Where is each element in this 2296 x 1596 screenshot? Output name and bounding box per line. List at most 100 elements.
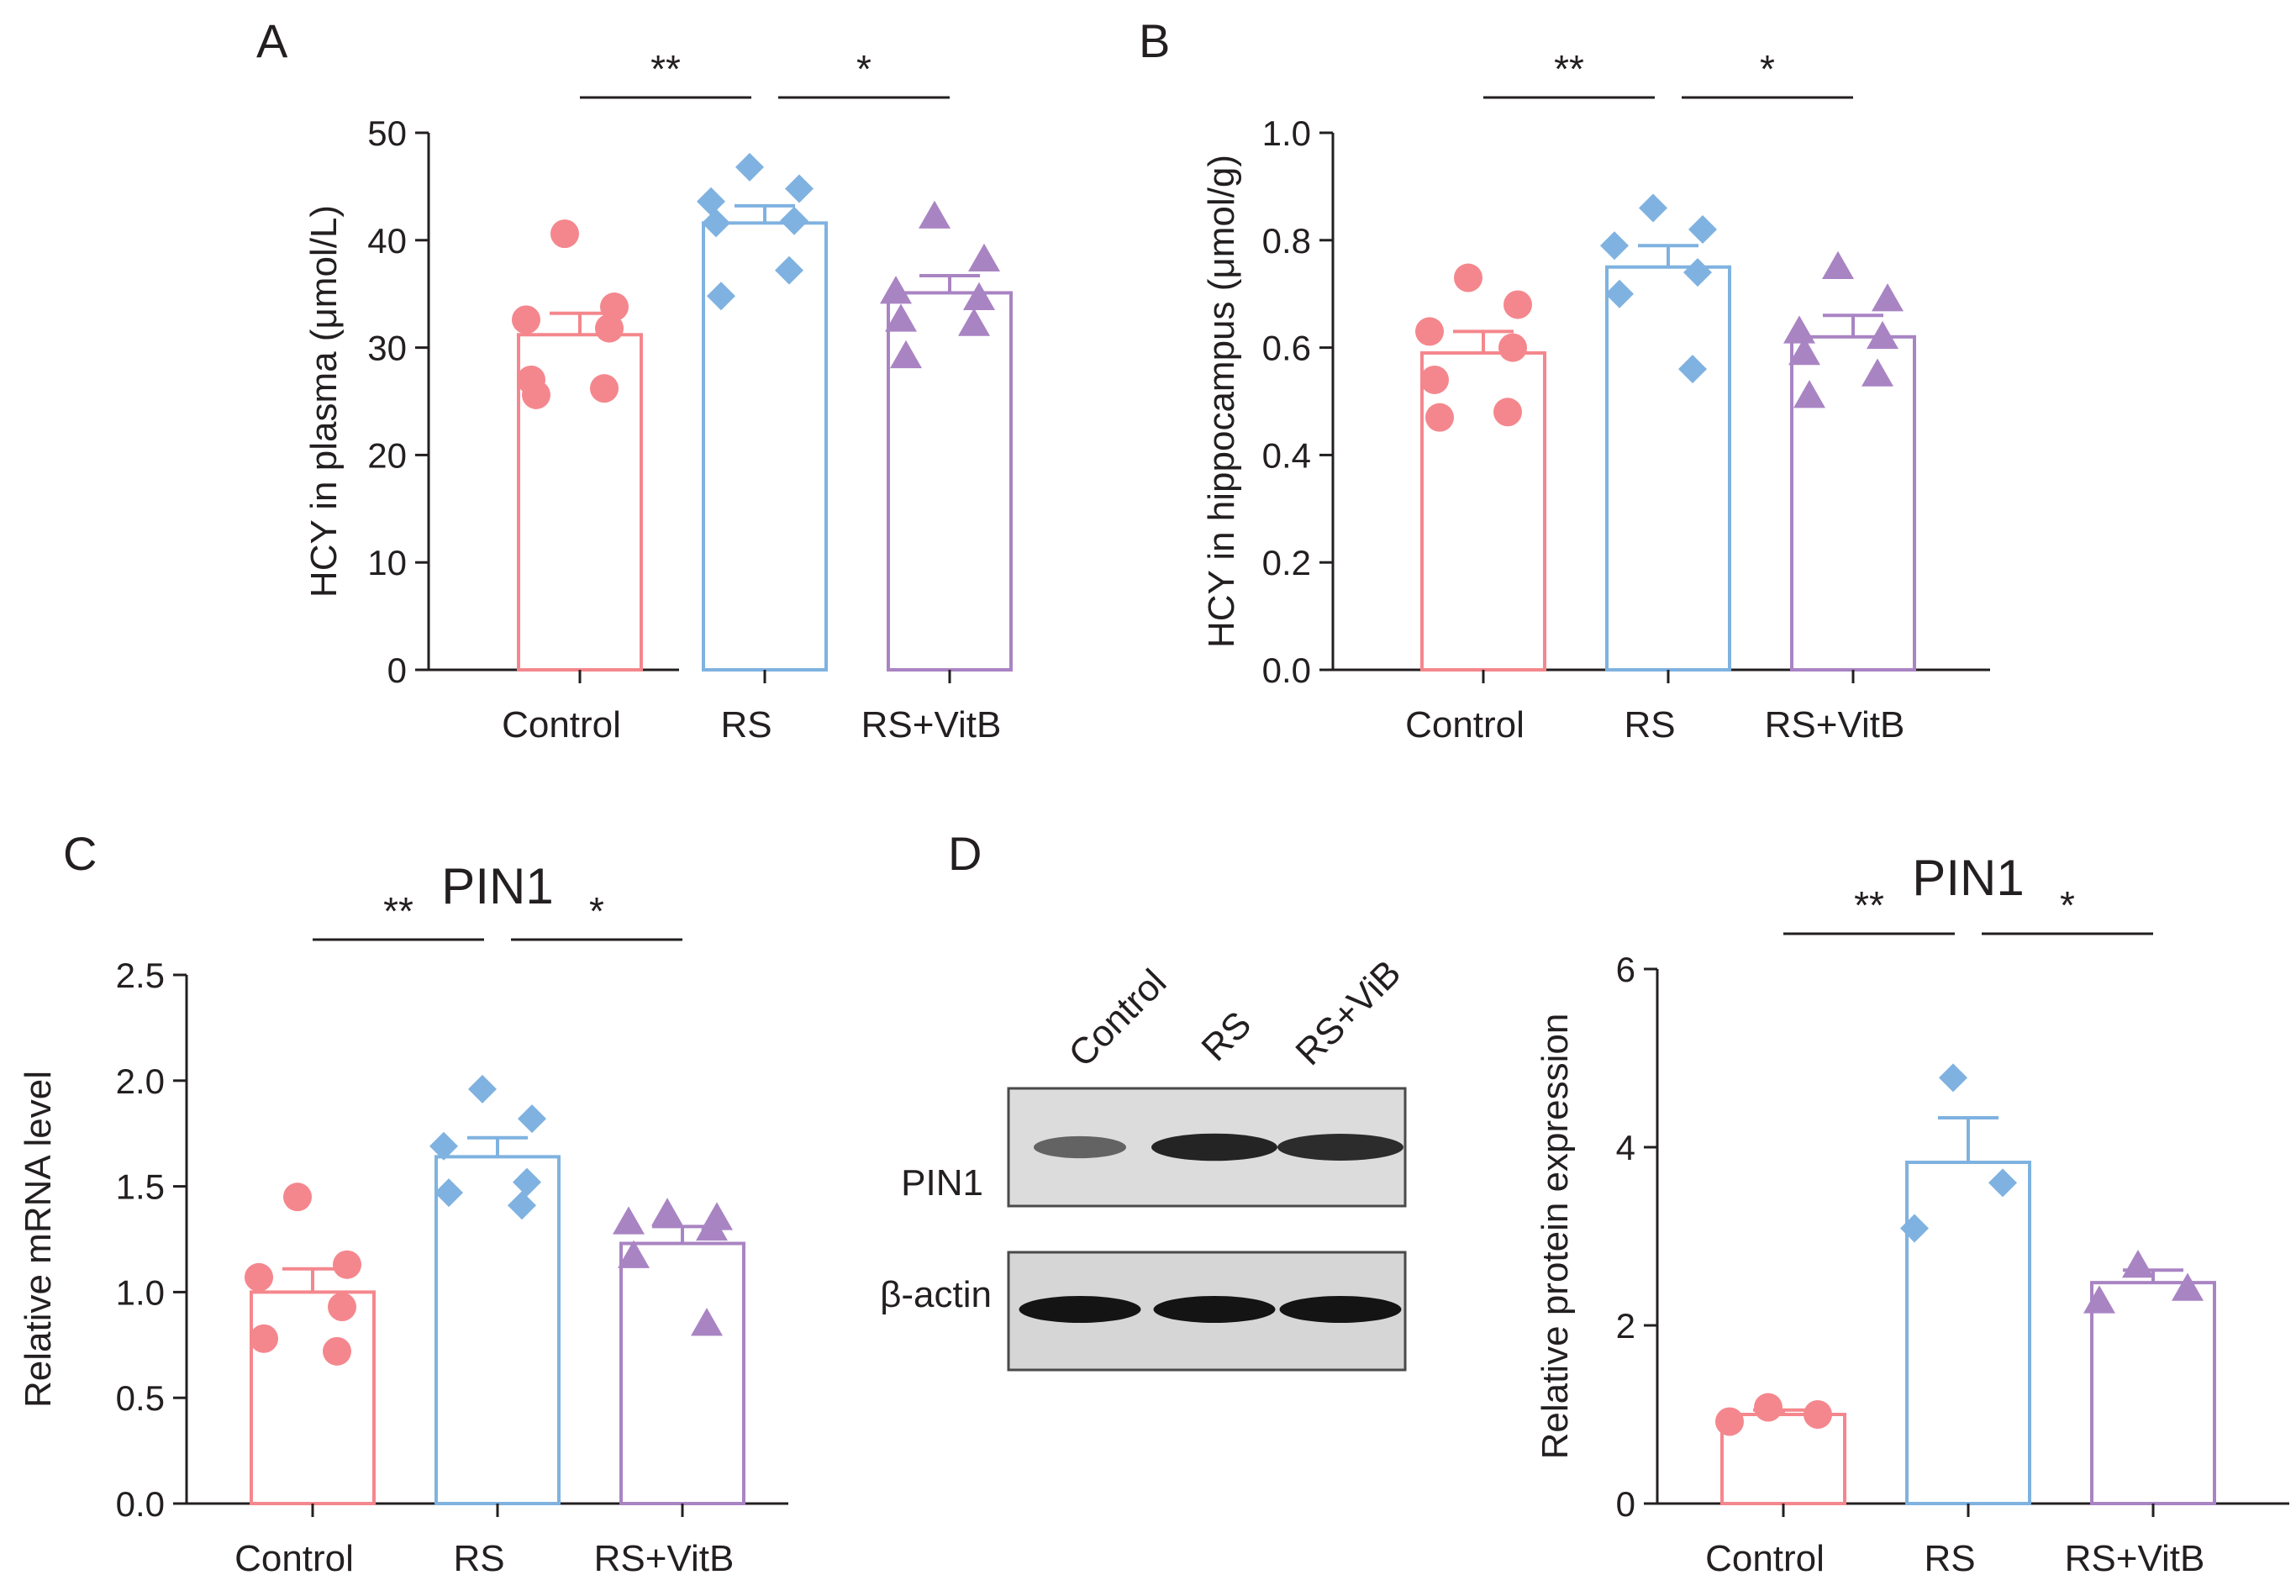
panel-label-b: B	[1139, 14, 1170, 67]
chart-c-sig-label-1: *	[589, 889, 604, 933]
blot-band-pin1-rsvitb	[1277, 1134, 1403, 1161]
chart-b-point-rs	[1678, 355, 1707, 384]
chart-c-point-rs	[508, 1191, 536, 1220]
chart-c-point-rs	[429, 1131, 458, 1161]
chart-d-point-rs	[1939, 1063, 1967, 1093]
chart-c-ylabel: Relative mRNA level	[18, 1071, 59, 1408]
chart-a-point-rsvitb	[919, 200, 951, 229]
chart-c-point-control	[323, 1336, 351, 1366]
chart-c-point-rs	[518, 1104, 546, 1134]
chart-a-point-control	[595, 313, 624, 343]
chart-c-point-rs	[513, 1167, 541, 1197]
panel-label-c: C	[63, 827, 97, 880]
blot-lane-label-rs: RS	[1193, 1003, 1259, 1069]
chart-a-point-rs	[697, 187, 725, 216]
chart-d-sig-label-1: *	[2060, 883, 2075, 927]
blot-band-beta-actin-rs	[1153, 1296, 1276, 1323]
chart-b-ytick-label: 0.4	[1262, 435, 1311, 475]
chart-b-point-control	[1454, 263, 1482, 292]
chart-b-point-rsvitb	[1822, 250, 1854, 279]
chart-b-point-control	[1425, 403, 1454, 432]
chart-a-point-control	[600, 292, 629, 322]
chart-a-point-rs	[775, 255, 803, 285]
chart-b-point-rsvitb	[1793, 380, 1825, 408]
chart-c-xtick-label-rsvitb: RS+VitB	[594, 1538, 735, 1579]
chart-b-point-rsvitb	[1783, 315, 1815, 344]
chart-d-xtick-label-rs: RS	[1924, 1538, 1975, 1579]
chart-d-point-control	[1715, 1407, 1744, 1436]
chart-a-ytick-label: 30	[367, 329, 407, 368]
chart-c-ytick-label: 0.5	[116, 1378, 165, 1418]
blot-lane-label-rsvib: RS+ViB	[1288, 952, 1409, 1073]
chart-c-ytick-label: 2.5	[116, 956, 165, 995]
chart-c-point-rsvitb	[618, 1240, 650, 1268]
chart-c-point-rsvitb	[696, 1212, 728, 1241]
chart-b-sig-label-0: **	[1554, 47, 1584, 91]
chart-a-point-rs	[707, 282, 735, 311]
chart-c-ytick-label: 0.0	[116, 1484, 165, 1524]
chart-a-xtick-label-rs: RS	[720, 704, 771, 745]
chart-b-point-control	[1493, 398, 1522, 427]
chart-c-xtick-label-control: Control	[234, 1538, 354, 1579]
chart-c-bar-control	[250, 1290, 376, 1506]
chart-d-ytick-label: 4	[1616, 1128, 1635, 1167]
chart-b: 0.0 0.2 0.4 0.6 0.8 1.0 HCY in hippocampus (μm…	[1201, 47, 1990, 745]
chart-c-point-control	[333, 1250, 361, 1279]
chart-b-point-rs	[1688, 215, 1717, 245]
chart-c: PIN1 0.0 0.5 1.0 1.5 2.0 2.5 Relative mRNA leve…	[18, 858, 788, 1579]
chart-b-bar-control	[1420, 350, 1546, 672]
chart-b-ytick-label: 0.2	[1262, 543, 1311, 582]
chart-b-point-control	[1420, 365, 1449, 394]
chart-b-point-rs	[1683, 258, 1712, 287]
chart-a-ytick-label: 50	[367, 113, 407, 153]
chart-b-ytick-label: 1.0	[1262, 113, 1311, 153]
chart-a-xtick-label-control: Control	[502, 704, 621, 745]
chart-d-ytick-label: 2	[1616, 1306, 1635, 1346]
chart-a-point-control	[522, 380, 550, 409]
chart-c-point-rsvitb	[613, 1206, 645, 1235]
chart-b-point-rs	[1605, 279, 1634, 308]
chart-d-ylabel: Relative protein expression	[1535, 1014, 1576, 1460]
western-blot: Control RS RS+ViB PIN1 β-actin	[880, 952, 1409, 1372]
chart-c-xtick-label-rs: RS	[453, 1538, 504, 1579]
chart-c-point-rsvitb	[691, 1308, 723, 1336]
chart-b-xtick-label-rsvitb: RS+VitB	[1765, 704, 1905, 745]
chart-b-point-rsvitb	[1867, 320, 1898, 350]
chart-c-ytick-label: 1.5	[116, 1167, 165, 1207]
chart-a-sig-label-0: **	[650, 47, 681, 91]
blot-band-pin1-control	[1034, 1135, 1126, 1159]
chart-d-bar-rs	[1905, 1161, 2031, 1506]
chart-b-point-rsvitb	[1862, 358, 1893, 387]
chart-b-ylabel: HCY in hippocampus (μmol/g)	[1201, 155, 1242, 648]
chart-b-point-control	[1503, 290, 1532, 319]
blot-row-label-beta-actin: β-actin	[880, 1274, 992, 1315]
chart-c-bar-rs	[434, 1155, 561, 1505]
chart-d-xtick-label-control: Control	[1705, 1538, 1825, 1579]
chart-a-sig-label-1: *	[856, 47, 872, 91]
chart-b-xtick-label-control: Control	[1405, 704, 1525, 745]
chart-d-point-rs	[1988, 1168, 2017, 1198]
chart-b-point-control	[1415, 317, 1444, 346]
chart-c-point-control	[245, 1262, 273, 1292]
chart-b-point-rsvitb	[1788, 336, 1820, 366]
blot-band-beta-actin-rsvitb	[1279, 1296, 1402, 1323]
chart-b-point-rs	[1600, 231, 1629, 261]
chart-c-sig-label-0: **	[383, 889, 413, 933]
chart-c-point-rsvitb	[651, 1198, 683, 1226]
chart-a-point-rs	[785, 174, 814, 203]
chart-b-ytick-label: 0.6	[1262, 329, 1311, 368]
chart-a-point-rs	[702, 208, 730, 238]
chart-b-xtick-label-rs: RS	[1624, 704, 1675, 745]
panel-label-a: A	[256, 14, 288, 67]
blot-row-label-pin1: PIN1	[901, 1162, 983, 1204]
chart-d-point-rs	[1900, 1214, 1929, 1243]
blot-lane-label-control: Control	[1061, 961, 1174, 1075]
chart-c-ytick-label: 1.0	[116, 1272, 165, 1312]
chart-b-point-rs	[1639, 193, 1667, 223]
chart-d-sig-label-0: **	[1854, 883, 1884, 927]
chart-a-point-rs	[735, 152, 764, 182]
chart-c-point-control	[328, 1293, 356, 1322]
blot-band-pin1-rs	[1151, 1133, 1277, 1161]
chart-a-point-rs	[780, 206, 808, 235]
